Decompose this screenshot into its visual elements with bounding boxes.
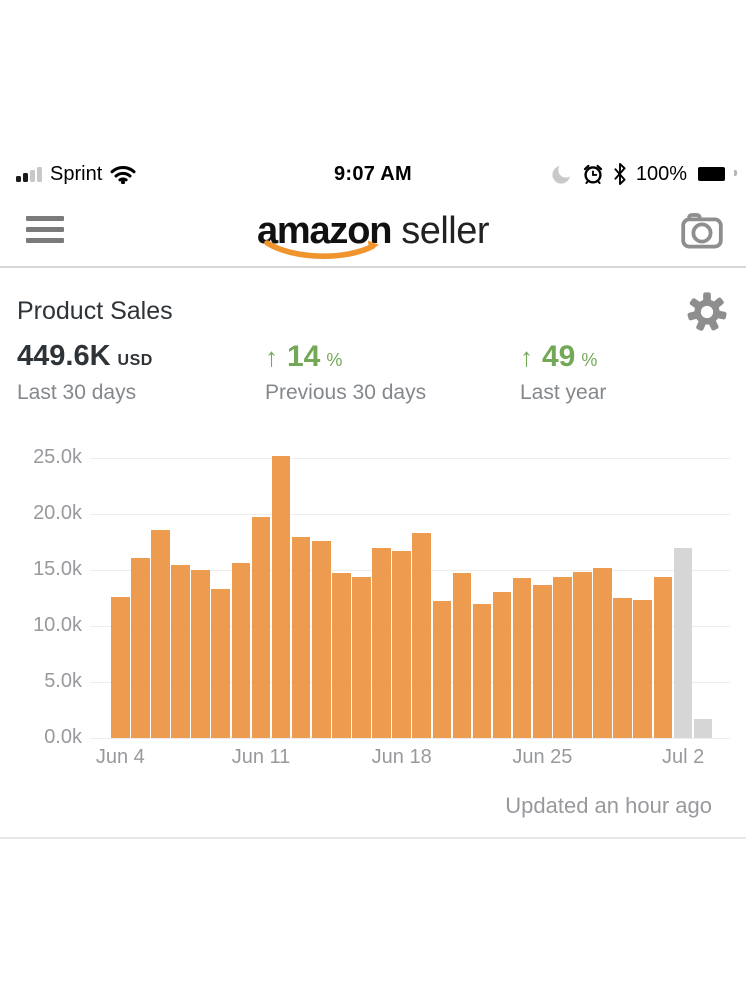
bar-jun-23[interactable] [492,592,512,738]
percent-sign: % [581,350,598,370]
amazon-seller-logo: amazon seller [0,196,746,266]
bar-jun-28[interactable] [593,567,612,738]
bar-jun-5[interactable] [131,557,150,738]
bar-jun-22[interactable] [472,603,492,738]
bar-jun-30[interactable] [633,600,653,738]
bar-jun-4[interactable] [111,596,130,738]
battery-icon [696,166,737,183]
battery-percent: 100% [635,162,687,185]
y-axis-tick-label: 20.0k [33,501,82,524]
status-left-cluster: Sprint [16,152,136,196]
total-sales-metric: 449.6K USD Last 30 days [17,340,153,405]
section-divider [0,837,746,839]
bar-jun-8[interactable] [191,569,210,738]
gridline [90,738,730,739]
up-arrow-icon: ↑ [265,342,278,372]
total-sales-period: Last 30 days [17,381,137,404]
bar-jun-16[interactable] [352,576,371,738]
carrier-label: Sprint [50,162,103,185]
menu-button[interactable] [26,215,64,243]
chart-bars [111,440,713,738]
y-axis-tick-label: 25.0k [33,445,82,468]
app-header: amazon seller [0,196,746,266]
status-right-cluster: 100% [551,152,737,196]
bar-jun-25[interactable] [532,584,552,738]
total-sales-unit: USD [117,352,153,369]
settings-button[interactable] [686,291,728,333]
seller-wordmark: seller [401,210,490,252]
header-divider [0,266,746,268]
comparison-value: 14 [287,340,321,373]
percent-sign: % [326,350,343,370]
bar-jun-12[interactable] [271,455,291,738]
comparison-label: Last year [520,381,607,404]
gear-icon [687,292,727,331]
cellular-signal-icon [16,166,42,182]
gridline [90,513,730,515]
bar-jun-24[interactable] [512,577,532,738]
bar-jun-10[interactable] [231,563,251,738]
up-arrow-icon: ↑ [520,342,533,372]
bar-jun-29[interactable] [613,597,632,738]
bar-jun-11[interactable] [251,517,271,738]
bar-jun-9[interactable] [211,589,231,738]
bar-jun-13[interactable] [291,537,311,738]
updated-timestamp: Updated an hour ago [505,793,712,818]
camera-button[interactable] [678,207,726,255]
bar-jun-14[interactable] [311,540,331,738]
gridline [90,457,730,459]
status-bar: Sprint 9:07 AM 100% [0,152,746,196]
bar-jun-18[interactable] [392,550,411,738]
bar-jun-26[interactable] [553,576,572,738]
x-axis-tick-label: Jun 18 [371,746,432,768]
comparison-last-year: ↑ 49 % Last year [520,340,606,405]
alarm-clock-icon [583,164,603,184]
bluetooth-icon [614,163,626,185]
y-axis-tick-label: 5.0k [44,669,82,692]
bar-jun-19[interactable] [412,533,431,738]
y-axis-tick-label: 10.0k [33,613,82,636]
sales-bar-chart: 0.0k 5.0k 10.0k 15.0k 20.0k 25.0k Jun 4 Jun 11… [0,440,746,785]
y-axis-tick-label: 0.0k [44,726,82,748]
bar-jun-27[interactable] [573,572,592,738]
bar-jun-7[interactable] [171,565,190,738]
bar-jul-2[interactable] [673,547,693,738]
wifi-icon [110,165,136,184]
x-axis-tick-label: Jun 25 [512,746,573,768]
bar-jun-21[interactable] [452,573,472,738]
x-axis-tick-label: Jun 4 [95,746,145,768]
bar-jun-15[interactable] [332,573,351,738]
clock: 9:07 AM [333,162,413,185]
bar-jul-3[interactable] [693,718,713,738]
comparison-previous-30-days: ↑ 14 % Previous 30 days [265,340,426,405]
x-axis-tick-label: Jun 11 [231,746,291,768]
comparison-label: Previous 30 days [265,381,427,404]
bar-jun-20[interactable] [432,601,452,738]
bar-jun-6[interactable] [151,529,170,738]
amazon-smile-icon [264,240,379,259]
total-sales-value: 449.6K [17,340,111,372]
do-not-disturb-moon-icon [552,166,570,184]
y-axis-tick-label: 15.0k [33,557,82,580]
bar-jun-17[interactable] [372,547,391,738]
page-title: Product Sales [17,297,173,325]
comparison-value: 49 [542,340,576,373]
bar-jul-1[interactable] [653,576,673,738]
camera-icon [681,213,723,249]
x-axis-tick-label: Jul 2 [661,746,705,768]
